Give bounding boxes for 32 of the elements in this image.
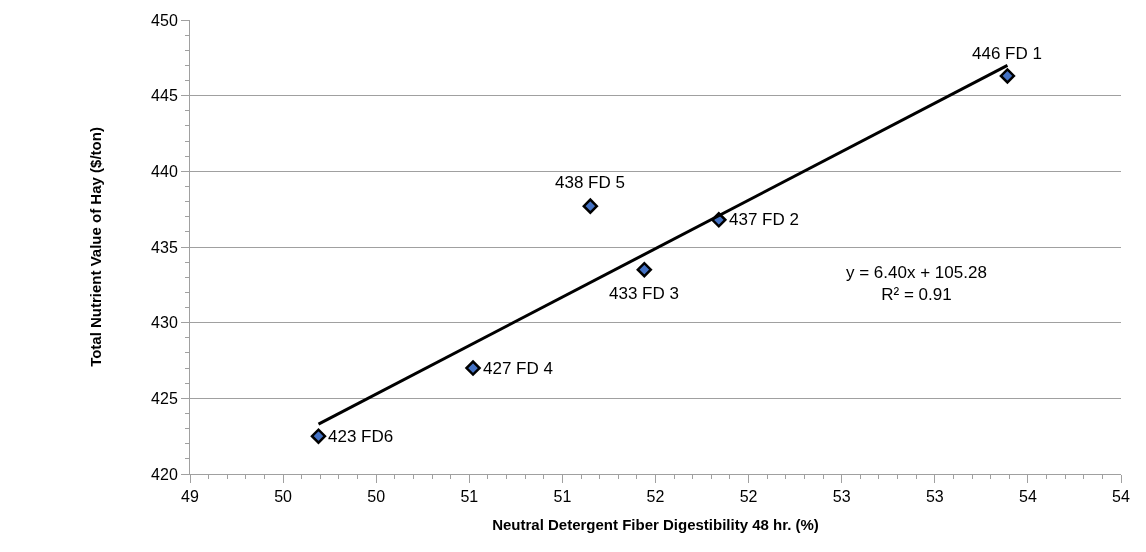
y-tick-label: 420 xyxy=(151,465,178,483)
y-tick-label: 440 xyxy=(151,162,178,180)
point xyxy=(310,428,327,444)
annotation: 433 FD 3 xyxy=(609,284,679,303)
annotation: 427 FD 4 xyxy=(483,359,553,378)
x-axis-title: Neutral Detergent Fiber Digestibility 48 hr. (%) xyxy=(492,516,819,534)
x-tick-label: 50 xyxy=(367,488,386,506)
y-tick-label: 445 xyxy=(151,87,178,105)
x-tick-label: 52 xyxy=(739,488,758,506)
annotation: 438 FD 5 xyxy=(555,173,625,192)
x-tick-label: 50 xyxy=(274,488,293,506)
x-tick-label: 52 xyxy=(646,488,665,506)
y-tick-label: 435 xyxy=(151,238,178,256)
x-tick-label: 54 xyxy=(1112,488,1130,506)
point xyxy=(465,360,481,376)
point xyxy=(582,198,599,214)
point xyxy=(636,261,653,278)
x-tick-label: 53 xyxy=(925,488,944,506)
annotation: 423 FD6 xyxy=(328,427,394,446)
x-tick-label: 51 xyxy=(553,488,572,506)
annotation: 437 FD 2 xyxy=(729,210,799,229)
y-tick-label: 450 xyxy=(151,11,178,29)
annotation: 446 FD 1 xyxy=(972,44,1042,63)
x-tick-label: 49 xyxy=(181,488,199,506)
x-tick-label: 51 xyxy=(460,488,479,506)
x-tick-label: 53 xyxy=(832,488,851,506)
y-axis-title: Total Nutrient Value of Hay ($/ton) xyxy=(87,127,105,367)
x-tick-label: 54 xyxy=(1019,488,1037,506)
y-tick-label: 425 xyxy=(151,389,178,407)
y-tick-label: 430 xyxy=(151,314,178,332)
annotation: y = 6.40x + 105.28 R² = 0.91 xyxy=(846,263,987,305)
point xyxy=(999,68,1016,84)
